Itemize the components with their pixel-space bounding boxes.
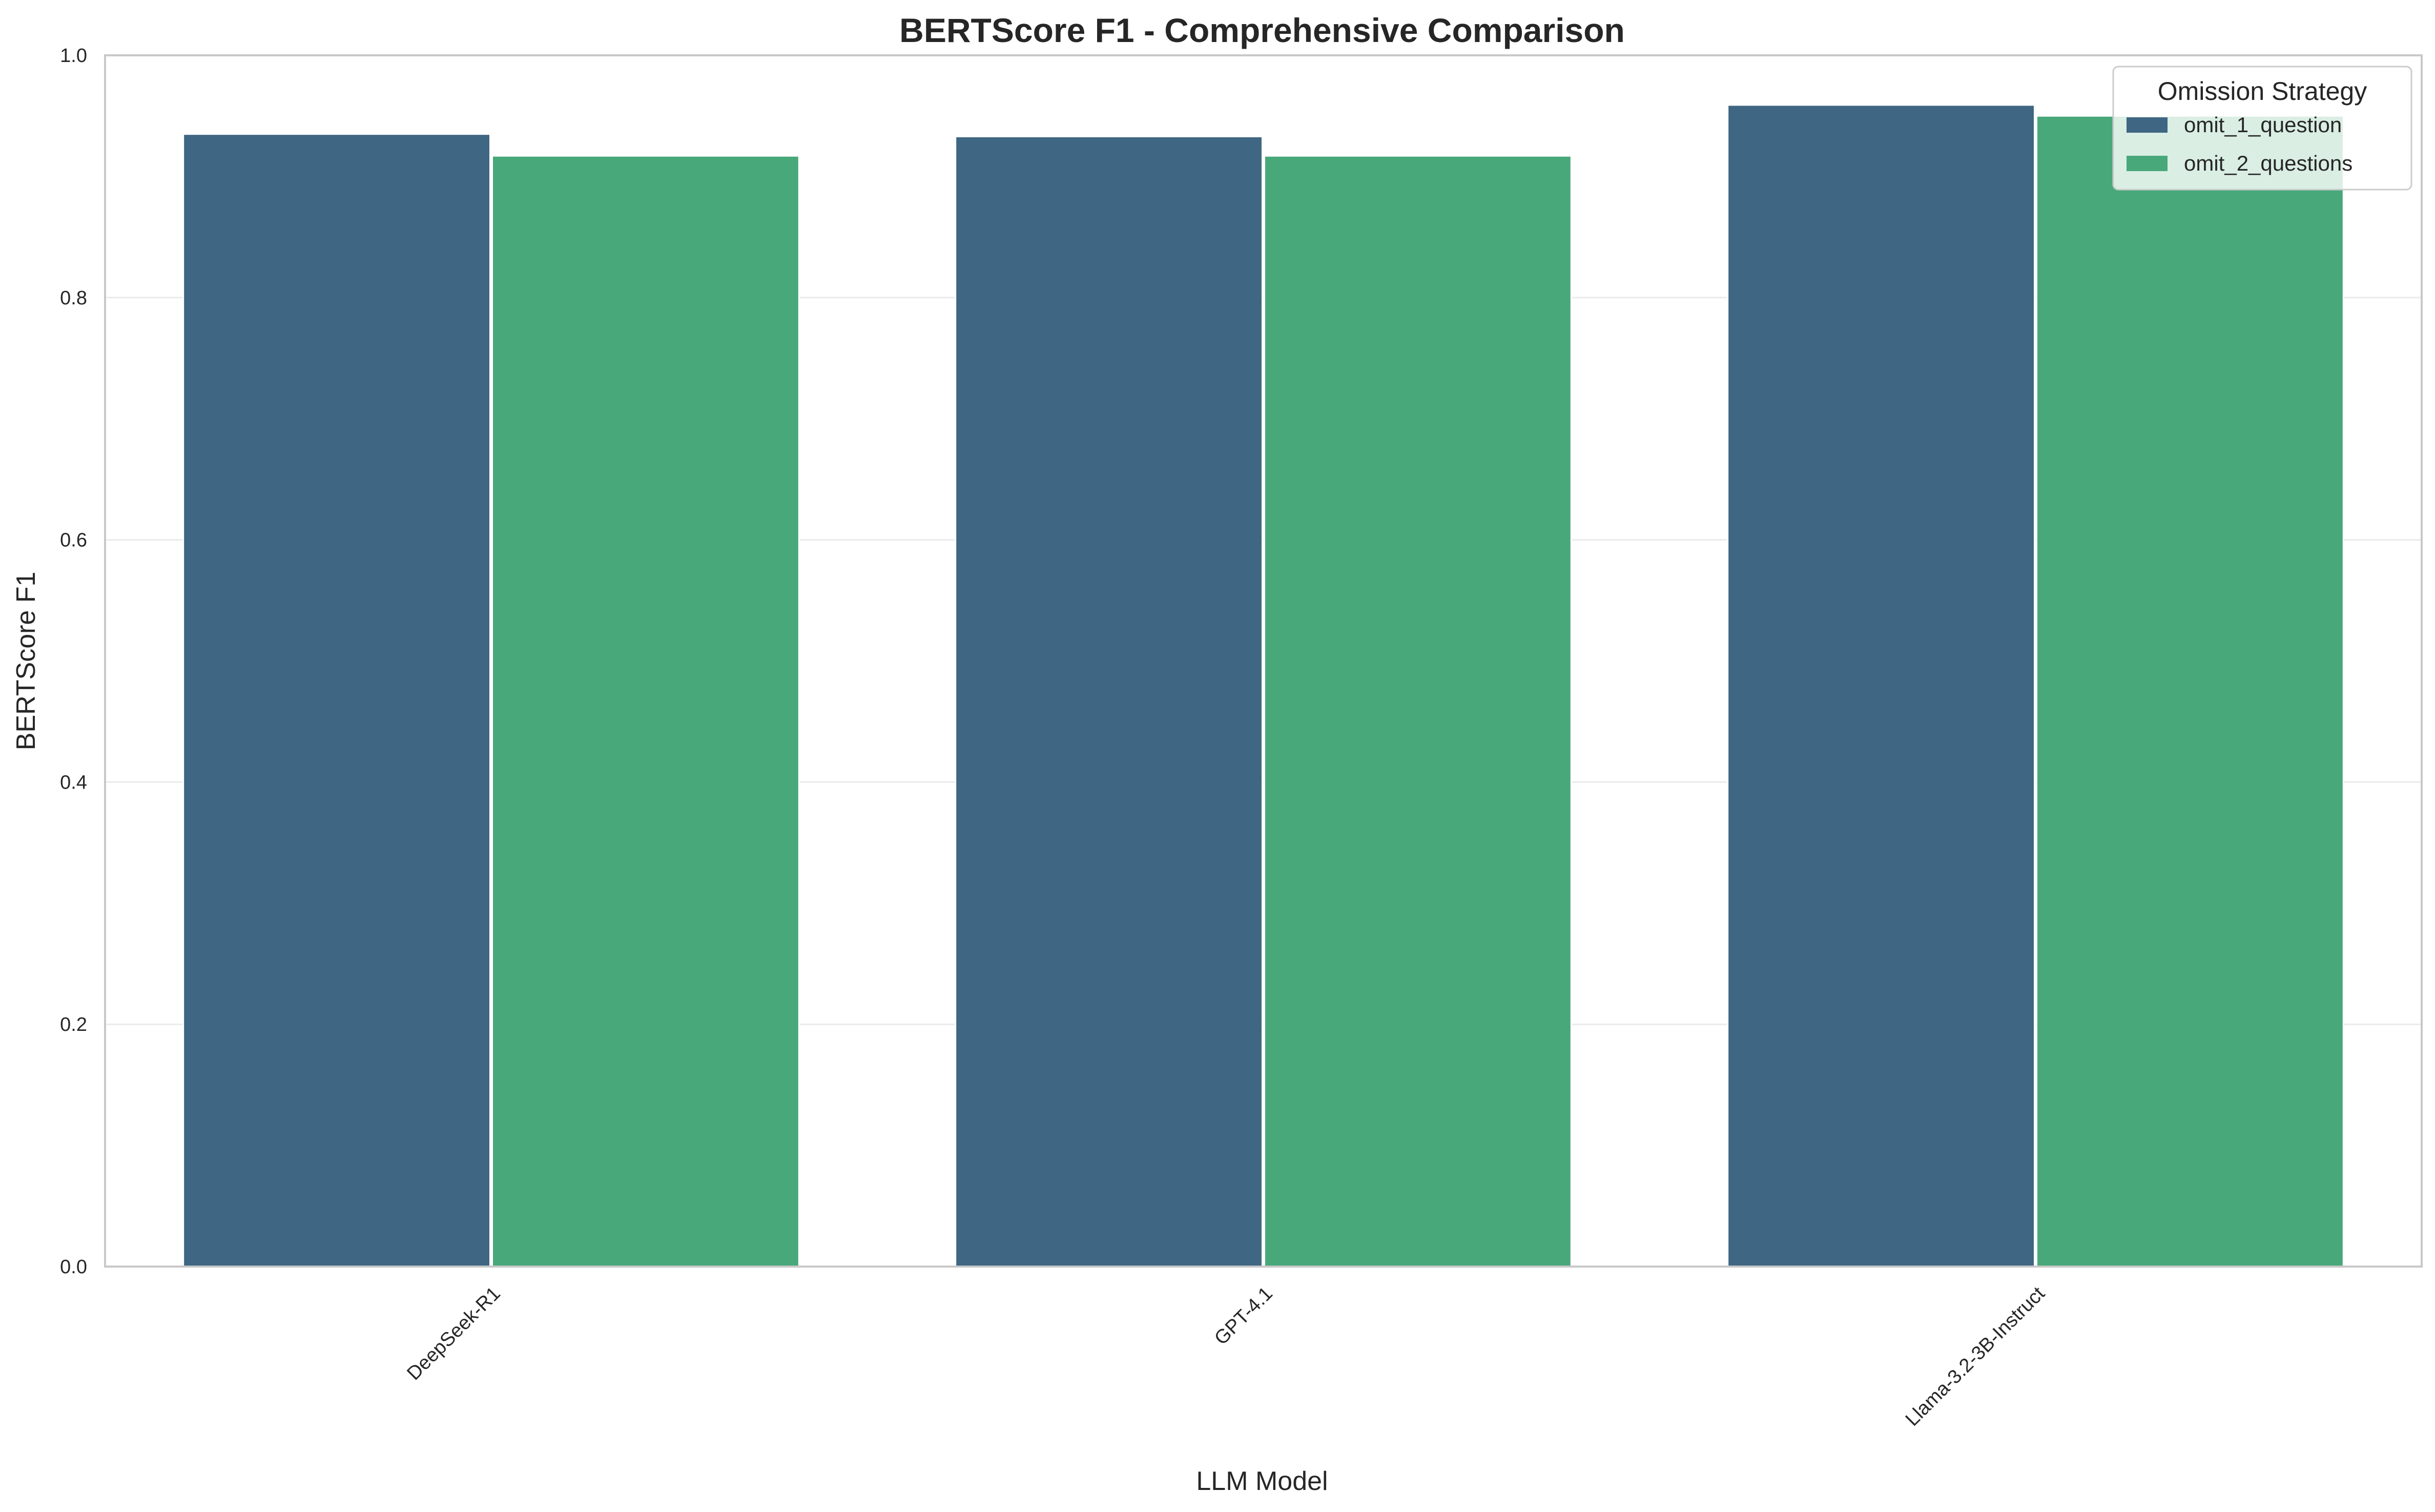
y-tick-label: 0.6 [60,530,87,551]
chart-title: BERTScore F1 - Comprehensive Comparison [899,11,1625,49]
legend-label-omit-2-questions: omit_2_questions [2184,151,2353,175]
bar-omit-2-questions-3 [2036,115,2344,1268]
bar-omit-2-questions-1 [491,155,800,1268]
plot-frame [104,54,2423,1268]
y-tick-label: 0.0 [60,1256,87,1278]
legend-swatch-omit-2-questions [2127,156,2168,171]
y-tick-label: 1.0 [60,45,87,67]
y-axis-label: BERTScore F1 [11,572,41,751]
bar-omit-1-question-2 [955,135,1263,1268]
y-tick-labels: 0.0 0.2 0.4 0.6 0.8 1.0 [60,45,87,1278]
y-tick-label: 0.8 [60,287,87,309]
legend-label-omit-1-question: omit_1_question [2184,113,2342,137]
legend-box [2112,66,2412,191]
legend-title: Omission Strategy [2158,77,2367,106]
y-tick-label: 0.4 [60,772,87,793]
legend-swatch-omit-1-question [2127,117,2168,133]
bar-omit-2-questions-2 [1264,155,1572,1268]
bar-omit-1-question-3 [1727,104,2035,1268]
y-tick-label: 0.2 [60,1014,87,1035]
bars [182,104,2344,1268]
legend: Omission Strategy omit_1_question omit_2… [2112,66,2412,191]
x-axis-label: LLM Model [1196,1466,1328,1496]
bar-omit-1-question-1 [182,133,491,1268]
